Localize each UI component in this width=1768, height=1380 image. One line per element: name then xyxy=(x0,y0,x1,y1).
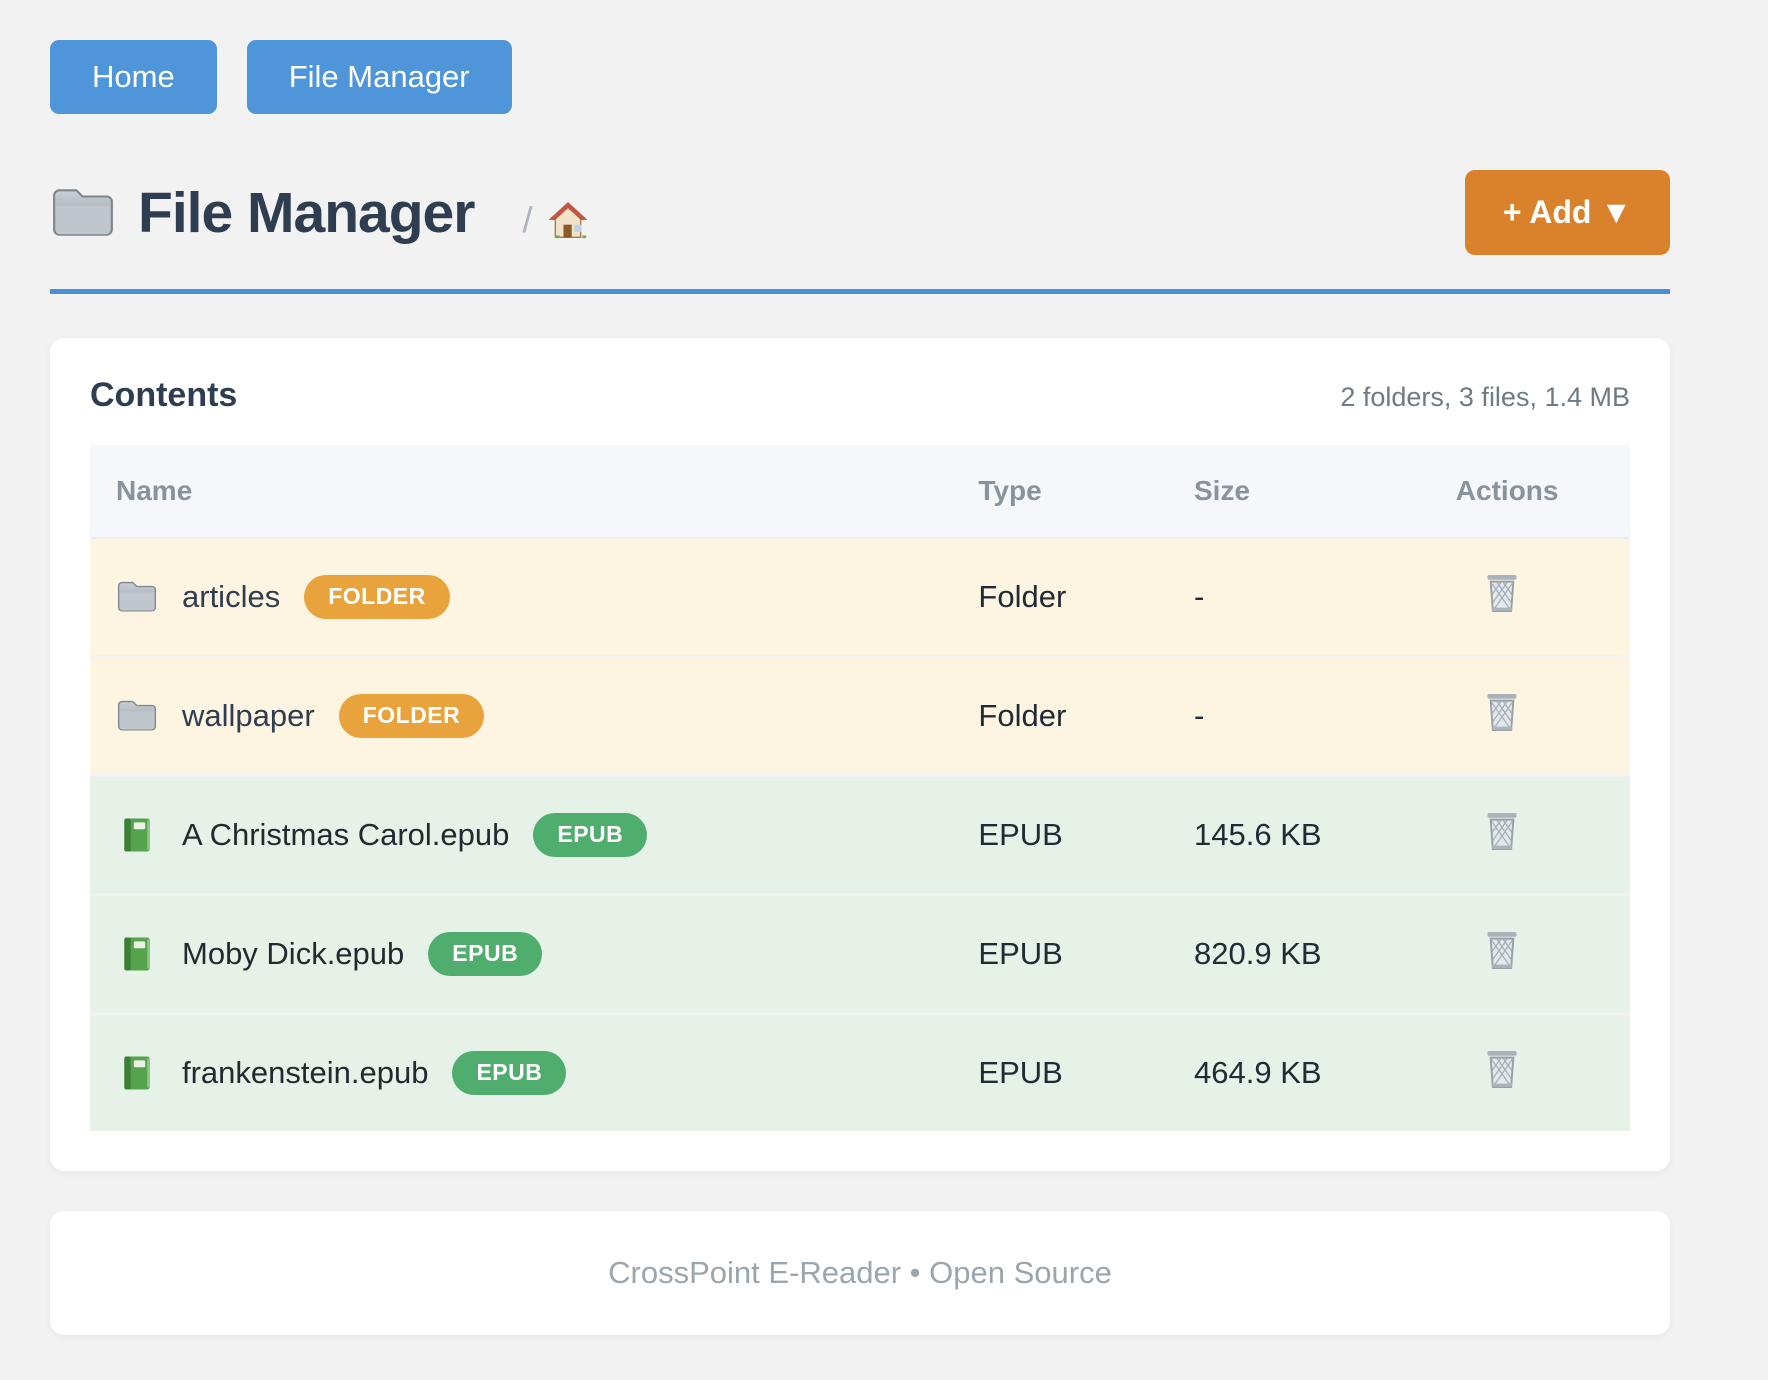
book-icon xyxy=(116,816,158,854)
entry-name-link[interactable]: wallpaper xyxy=(182,698,315,734)
entry-name-link[interactable]: articles xyxy=(182,579,281,615)
breadcrumb-separator: / xyxy=(522,198,533,240)
top-nav: Home File Manager xyxy=(50,40,1670,115)
title-wrap: File Manager / xyxy=(50,180,590,246)
footer-text: CrossPoint E-Reader • Open Source xyxy=(608,1255,1112,1291)
column-header-actions: Actions xyxy=(1429,445,1630,540)
contents-title: Contents xyxy=(90,376,238,415)
page-container: Home File Manager File Manager / + Add ▼… xyxy=(50,0,1670,1336)
contents-card: Contents 2 folders, 3 files, 1.4 MB Name… xyxy=(50,338,1670,1172)
contents-card-header: Contents 2 folders, 3 files, 1.4 MB xyxy=(90,376,1630,415)
table-row: Moby Dick.epub EPUB EPUB 820.9 KB xyxy=(90,894,1630,1016)
entry-type-badge: FOLDER xyxy=(304,575,450,619)
trash-icon xyxy=(1484,1048,1520,1090)
table-row: frankenstein.epub EPUB EPUB 464.9 KB xyxy=(90,1013,1630,1132)
trash-icon xyxy=(1484,810,1520,852)
trash-icon xyxy=(1484,572,1520,614)
entry-type: Folder xyxy=(952,538,1168,659)
entry-type-badge: EPUB xyxy=(533,813,648,857)
entry-size: 464.9 KB xyxy=(1168,1013,1430,1132)
column-header-name: Name xyxy=(90,445,953,540)
entry-size: 820.9 KB xyxy=(1168,894,1430,1016)
page-header: File Manager / + Add ▼ xyxy=(50,170,1670,256)
folder-icon xyxy=(50,186,116,240)
table-row: articles FOLDER Folder - xyxy=(90,538,1630,659)
entry-size: - xyxy=(1168,538,1430,659)
entry-type: EPUB xyxy=(952,775,1168,897)
column-header-size: Size xyxy=(1168,445,1430,540)
table-row: wallpaper FOLDER Folder - xyxy=(90,656,1630,778)
book-icon xyxy=(116,1054,158,1092)
entry-type: Folder xyxy=(952,656,1168,778)
book-icon xyxy=(116,935,158,973)
trash-icon xyxy=(1484,929,1520,971)
home-icon[interactable] xyxy=(546,200,590,240)
entry-type-badge: EPUB xyxy=(452,1051,567,1095)
page-title: File Manager xyxy=(138,180,475,245)
footer-card: CrossPoint E-Reader • Open Source xyxy=(50,1211,1670,1336)
files-table-header: Name Type Size Actions xyxy=(90,445,1630,540)
home-nav-button[interactable]: Home xyxy=(50,40,217,115)
delete-button[interactable] xyxy=(1456,810,1520,852)
contents-summary: 2 folders, 3 files, 1.4 MB xyxy=(1340,382,1630,413)
entry-size: - xyxy=(1168,656,1430,778)
breadcrumb: / xyxy=(522,199,590,241)
files-table: Name Type Size Actions articles FOLDER F… xyxy=(90,445,1630,1132)
contents-table-body: articles FOLDER Folder - wallpaper FOLDE… xyxy=(90,538,1630,1132)
entry-type-badge: FOLDER xyxy=(338,694,485,738)
table-row: A Christmas Carol.epub EPUB EPUB 145.6 K… xyxy=(90,775,1630,897)
entry-size: 145.6 KB xyxy=(1168,775,1430,897)
trash-icon xyxy=(1484,691,1520,733)
delete-button[interactable] xyxy=(1456,929,1520,971)
entry-name-link[interactable]: A Christmas Carol.epub xyxy=(182,817,510,853)
folder-icon xyxy=(116,578,158,616)
entry-type-badge: EPUB xyxy=(428,932,543,976)
delete-button[interactable] xyxy=(1456,691,1520,733)
entry-type: EPUB xyxy=(952,1013,1168,1132)
file-manager-nav-button[interactable]: File Manager xyxy=(246,40,512,115)
delete-button[interactable] xyxy=(1456,1048,1520,1090)
delete-button[interactable] xyxy=(1456,572,1520,614)
add-button[interactable]: + Add ▼ xyxy=(1464,170,1670,256)
folder-icon xyxy=(116,697,158,735)
entry-type: EPUB xyxy=(952,894,1168,1016)
accent-rule xyxy=(50,289,1670,295)
column-header-type: Type xyxy=(952,445,1168,540)
entry-name-link[interactable]: Moby Dick.epub xyxy=(182,936,405,972)
entry-name-link[interactable]: frankenstein.epub xyxy=(182,1055,429,1091)
